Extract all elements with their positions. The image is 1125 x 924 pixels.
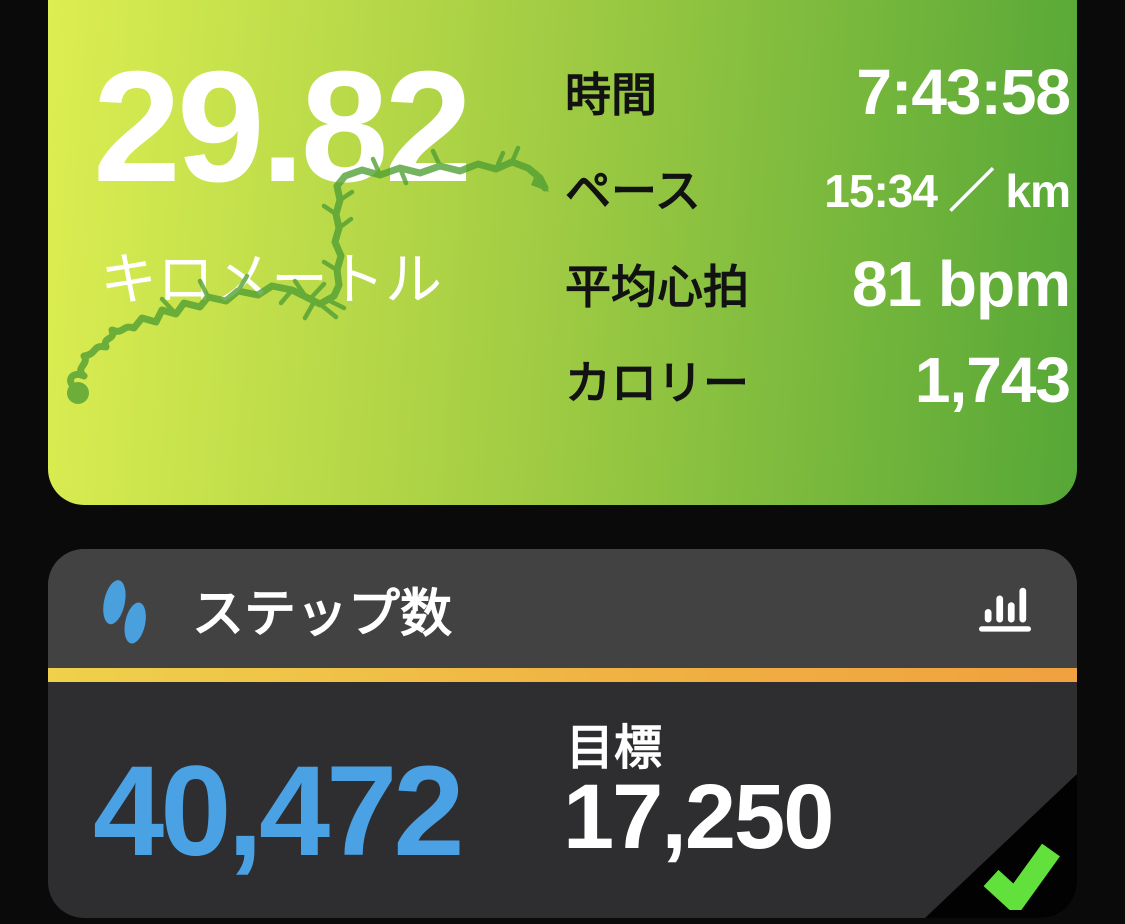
- stat-row-time: 時間 7:43:58: [565, 44, 1071, 140]
- stat-label-avg-heart-rate: 平均心拍: [565, 261, 749, 313]
- steps-accent-bar: [48, 668, 1077, 682]
- stat-row-pace: ペース 15:34 ／ km: [565, 140, 1071, 236]
- steps-card-title: ステップ数: [192, 585, 453, 643]
- stat-row-calories: カロリー 1,743: [565, 332, 1071, 428]
- stat-value-avg-heart-rate: 81 bpm: [851, 248, 1071, 320]
- stat-value-time: 7:43:58: [856, 56, 1071, 128]
- steps-goal-label: 目標: [566, 722, 663, 775]
- stat-label-time: 時間: [565, 69, 657, 121]
- steps-goal-value: 17,250: [563, 766, 834, 868]
- steps-card[interactable]: ステップ数 40,472 目標 17,250: [48, 549, 1077, 918]
- footprints-icon: [103, 580, 146, 644]
- bar-chart-icon: [979, 587, 1031, 632]
- stat-value-pace: 15:34 ／ km: [824, 165, 1071, 217]
- distance-unit-label: キロメートル: [100, 248, 442, 312]
- stat-value-calories: 1,743: [914, 344, 1071, 416]
- distance-value: 29.82: [93, 39, 472, 215]
- steps-card-header: ステップ数: [48, 549, 1077, 668]
- steps-count-value: 40,472: [93, 740, 464, 883]
- stat-row-avg-heart-rate: 平均心拍 81 bpm: [565, 236, 1071, 332]
- activity-summary-card[interactable]: 29.82 キロメートル 時間 7:43:58 ペース 15:34 ／ km 平…: [48, 0, 1077, 505]
- stat-label-pace: ペース: [565, 165, 701, 217]
- activity-stats: 時間 7:43:58 ペース 15:34 ／ km 平均心拍 81 bpm カロ…: [565, 44, 1071, 428]
- steps-card-body: 40,472 目標 17,250: [48, 682, 1077, 918]
- checkmark-icon: [983, 843, 1060, 910]
- stat-label-calories: カロリー: [565, 357, 749, 409]
